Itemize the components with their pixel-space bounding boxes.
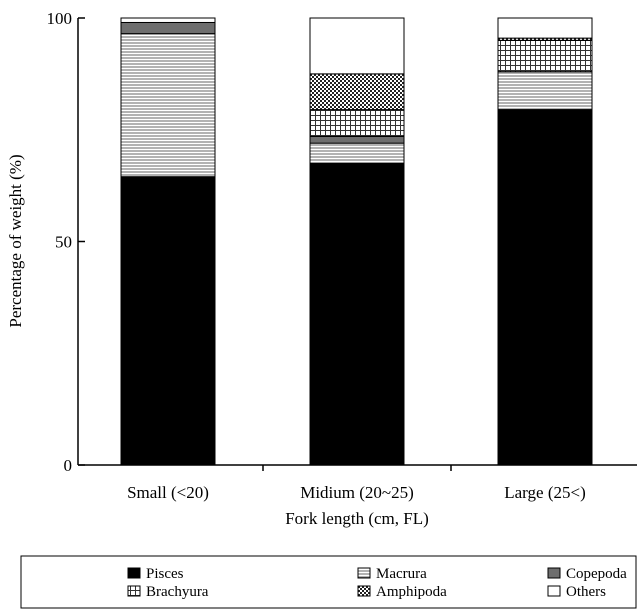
legend: Pisces Macrura Copepoda Brachyura Amphipoda O…: [20, 555, 637, 609]
legend-label: Others: [566, 584, 606, 600]
bar-stack: [120, 17, 216, 466]
legend-label: Copepoda: [566, 566, 627, 582]
legend-swatch-others: [547, 585, 561, 597]
y-ticks: 0 50 100: [47, 9, 85, 475]
bar-segment-brachyura: [309, 109, 405, 137]
legend-label: Pisces: [146, 566, 184, 582]
bar-segment-macrura: [120, 33, 216, 178]
x-axis-title: Fork length (cm, FL): [285, 509, 429, 528]
legend-swatch-copepoda: [547, 567, 561, 579]
x-ticks: Small (<20) Midium (20~25) Large (25<): [127, 465, 586, 502]
plot-area: 0 50 100 Small (<20) Midium (20~25) Large (2…: [47, 9, 637, 502]
legend-swatch-brachyura: [127, 585, 141, 597]
bar-segment-pisces: [497, 109, 593, 466]
bar-stack: [497, 17, 593, 466]
legend-swatch-pisces: [127, 567, 141, 579]
bar-segment-others: [120, 17, 216, 23]
y-axis-title: Percentage of weight (%): [6, 154, 25, 327]
x-tick-label: Midium (20~25): [300, 483, 414, 502]
bar-segment-brachyura: [497, 39, 593, 73]
legend-items: Pisces Macrura Copepoda Brachyura Amphipoda O…: [127, 566, 627, 600]
bar-segment-copepoda: [309, 135, 405, 144]
x-tick-label: Large (25<): [504, 483, 586, 502]
bar-segment-amphipoda: [309, 73, 405, 111]
bar-segment-others: [309, 17, 405, 75]
bar-segment-macrura: [497, 71, 593, 111]
bar-stack: [309, 17, 405, 466]
bars: [120, 17, 593, 466]
y-tick-label: 0: [64, 456, 73, 475]
legend-label: Macrura: [376, 566, 427, 582]
legend-label: Brachyura: [146, 584, 209, 600]
y-tick-label: 50: [55, 233, 72, 252]
legend-box: [20, 555, 637, 609]
legend-label: Amphipoda: [376, 584, 447, 600]
bar-segment-pisces: [120, 176, 216, 466]
legend-swatch-amphipoda: [357, 585, 371, 597]
x-tick-label: Small (<20): [127, 483, 209, 502]
legend-swatch-macrura: [357, 567, 371, 579]
bar-segment-copepoda: [120, 21, 216, 35]
bar-segment-macrura: [309, 142, 405, 164]
bar-segment-pisces: [309, 162, 405, 466]
bar-segment-others: [497, 17, 593, 39]
y-tick-label: 100: [47, 9, 73, 28]
